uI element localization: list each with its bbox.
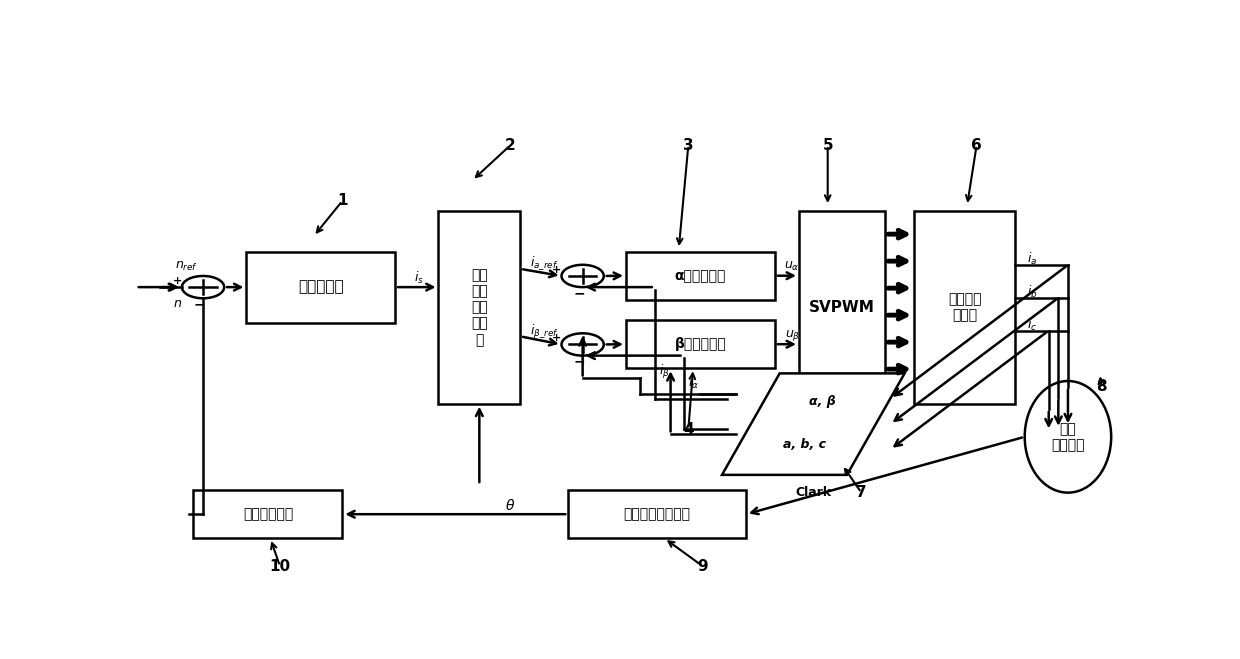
Text: 6: 6 [971, 138, 982, 152]
Text: $i_a$: $i_a$ [1027, 251, 1037, 267]
Text: 1: 1 [337, 193, 347, 208]
Text: 转速计算模块: 转速计算模块 [243, 507, 293, 521]
Bar [247, 252, 396, 323]
Ellipse shape [1024, 381, 1111, 493]
Text: α电流控制器: α电流控制器 [675, 269, 727, 283]
Text: 2: 2 [505, 138, 516, 152]
Text: $u_\beta$: $u_\beta$ [785, 328, 800, 343]
Text: α, β: α, β [808, 395, 836, 409]
Bar [626, 320, 775, 368]
Text: $i_\alpha$: $i_\alpha$ [688, 374, 698, 391]
Bar [914, 211, 1016, 404]
Text: $i_c$: $i_c$ [1027, 316, 1037, 333]
Text: 8: 8 [1096, 378, 1107, 393]
Circle shape [562, 265, 604, 287]
Text: 三相全桥
逆变器: 三相全桥 逆变器 [947, 293, 981, 322]
Text: 转速控制器: 转速控制器 [298, 279, 343, 295]
Bar [439, 211, 521, 404]
Text: 3: 3 [683, 138, 693, 152]
Text: 空间
矢量
电流
分配
器: 空间 矢量 电流 分配 器 [471, 268, 487, 347]
Text: +: + [552, 333, 562, 343]
Text: 9: 9 [697, 559, 708, 574]
Circle shape [562, 333, 604, 356]
Text: 7: 7 [856, 485, 867, 500]
Polygon shape [722, 374, 905, 475]
Text: 4: 4 [683, 422, 693, 437]
Text: $i_b$: $i_b$ [1027, 283, 1037, 300]
Text: a, b, c: a, b, c [784, 438, 826, 451]
Text: β电流控制器: β电流控制器 [675, 337, 727, 351]
Bar [626, 252, 775, 300]
Text: 10: 10 [269, 559, 290, 574]
Text: +: + [172, 276, 182, 286]
Text: +: + [552, 265, 562, 275]
Text: 转子位置检测模块: 转子位置检测模块 [624, 507, 691, 521]
Text: −: − [574, 286, 585, 301]
Text: Clark: Clark [795, 486, 831, 499]
Bar [193, 490, 342, 538]
Text: $n_{ref}$: $n_{ref}$ [175, 260, 198, 273]
Text: $i_{a\_ref}$: $i_{a\_ref}$ [529, 254, 558, 272]
Text: $i_{\beta\_ref}$: $i_{\beta\_ref}$ [529, 323, 558, 341]
Text: $i_\beta$: $i_\beta$ [658, 363, 670, 382]
Text: $\theta$: $\theta$ [506, 498, 516, 513]
Text: −: − [193, 297, 205, 312]
Bar [568, 490, 746, 538]
Text: $n$: $n$ [174, 297, 182, 310]
Bar [799, 211, 885, 404]
Circle shape [182, 276, 224, 299]
Text: $i_s$: $i_s$ [414, 270, 424, 286]
Text: SVPWM: SVPWM [810, 300, 875, 315]
Text: 无刷
直流电机: 无刷 直流电机 [1052, 422, 1085, 452]
Text: $u_\alpha$: $u_\alpha$ [785, 260, 800, 273]
Text: 5: 5 [822, 138, 833, 152]
Text: −: − [574, 355, 585, 369]
